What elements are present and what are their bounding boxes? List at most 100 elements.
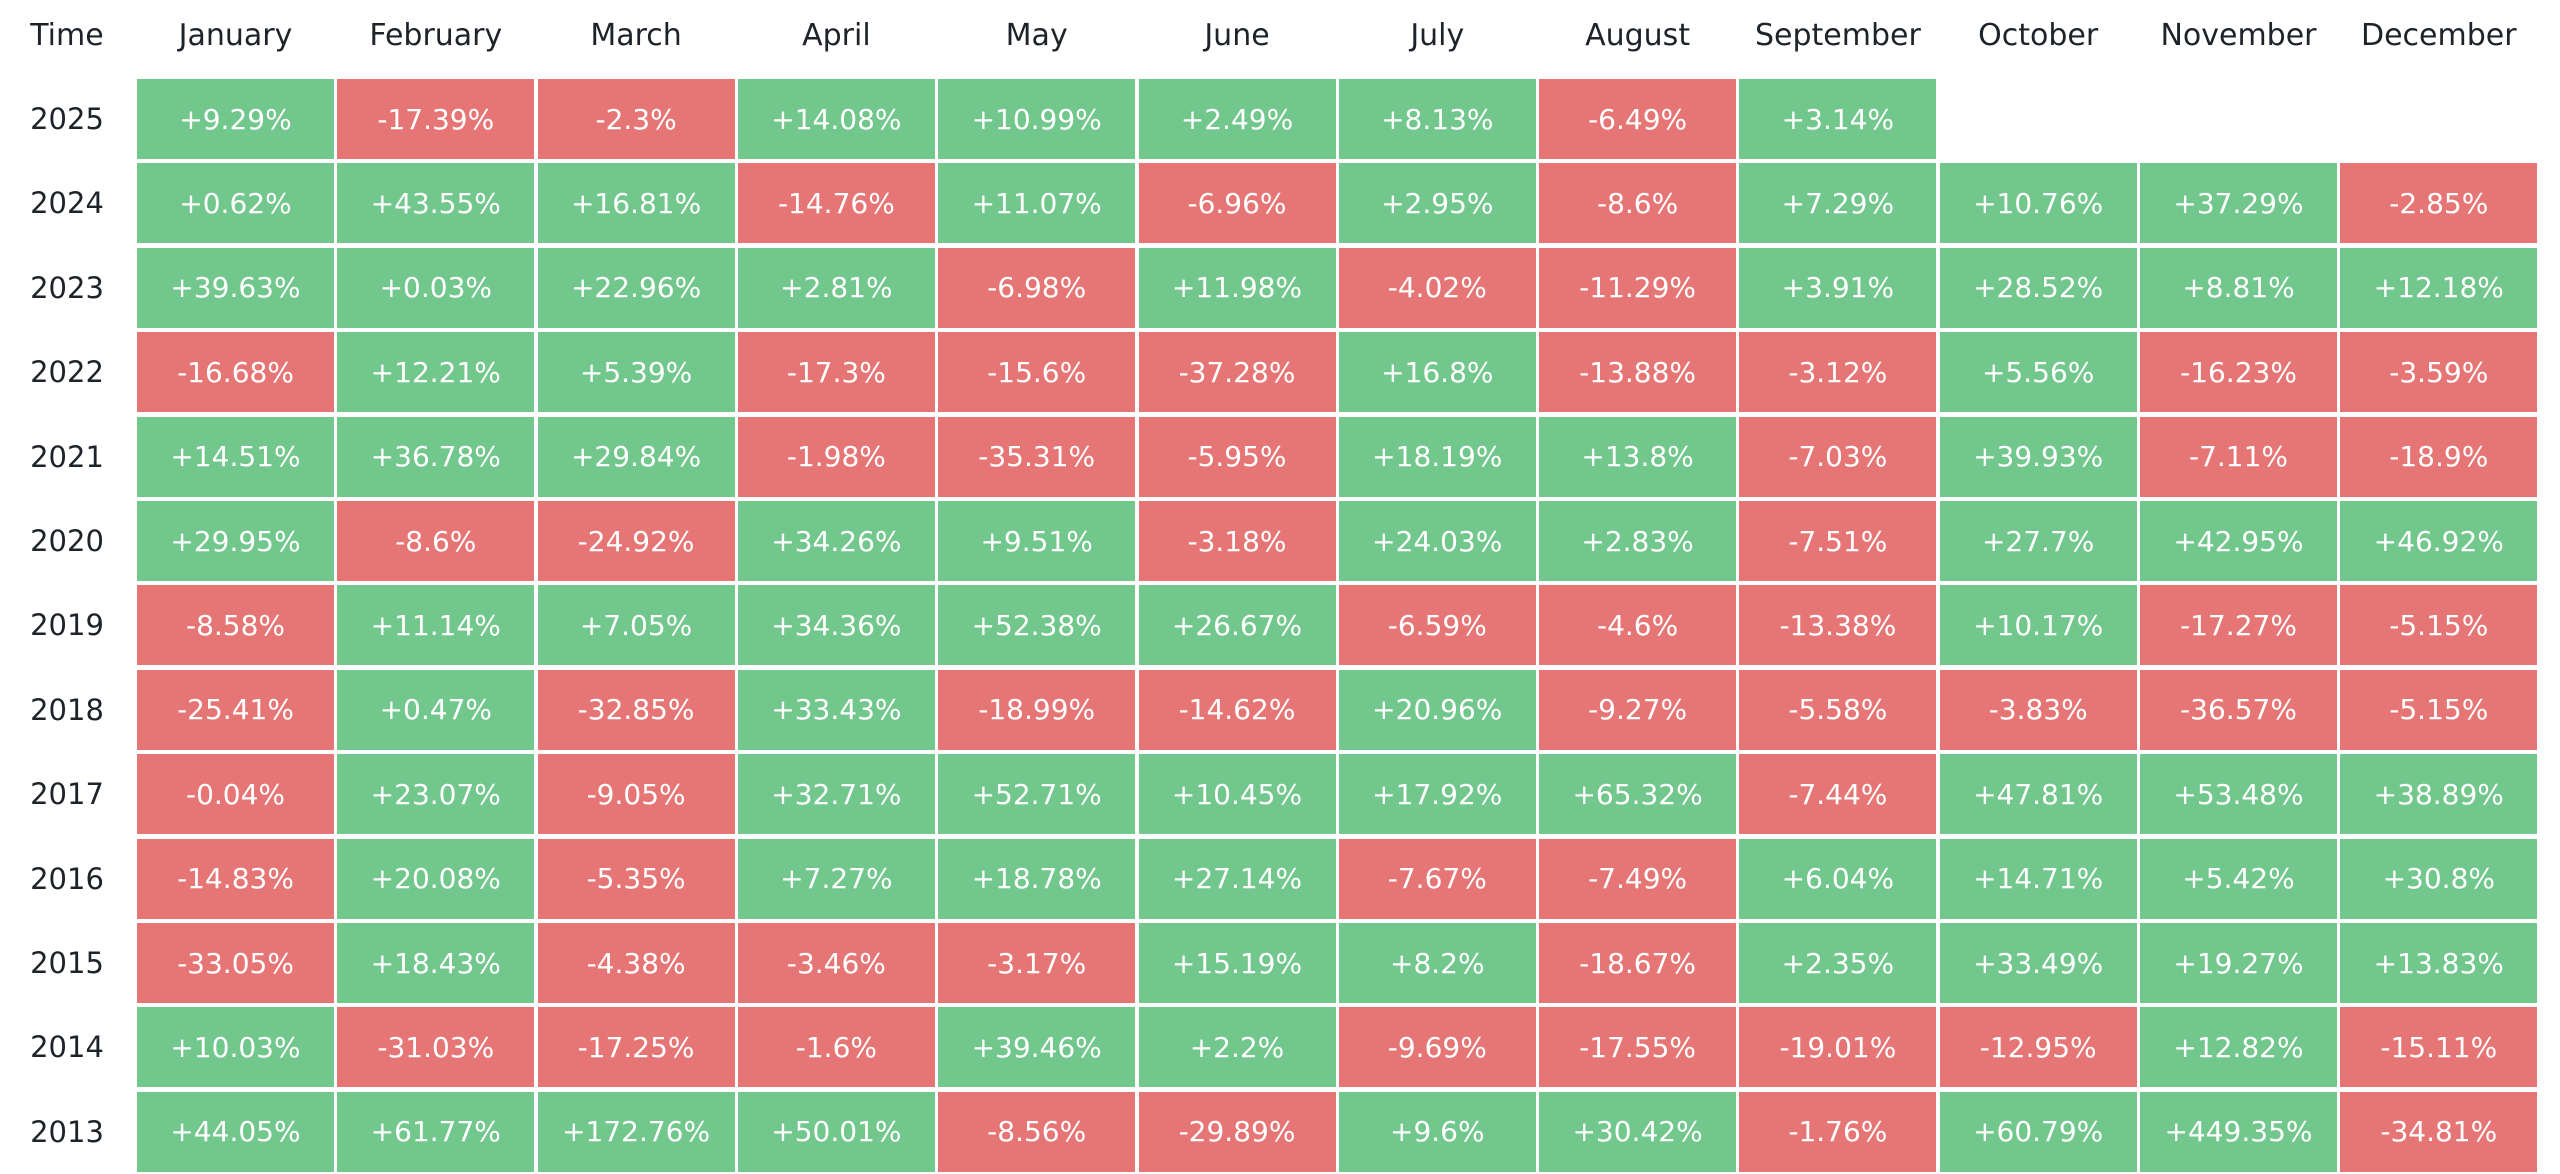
return-cell-2017-january: -0.04%	[137, 754, 334, 835]
return-cell-2014-may: +39.46%	[938, 1007, 1136, 1088]
return-cell-2021-july: +18.19%	[1338, 416, 1536, 497]
return-cell-2014-december: -15.11%	[2340, 1007, 2538, 1088]
return-cell-2019-july: -6.59%	[1338, 585, 1536, 666]
return-cell-2023-may: -6.98%	[938, 247, 1136, 328]
month-header-april: April	[802, 17, 871, 53]
return-cell-2020-january: +29.95%	[137, 501, 334, 581]
return-cell-2024-september: +7.29%	[1739, 163, 1937, 244]
return-cell-2015-october: +33.49%	[1939, 923, 2137, 1003]
return-cell-2019-march: +7.05%	[537, 585, 735, 666]
return-cell-2018-february: +0.47%	[337, 669, 535, 750]
return-cell-2019-june: +26.67%	[1138, 585, 1336, 666]
month-header-november: November	[2160, 17, 2317, 53]
return-cell-2021-february: +36.78%	[337, 416, 535, 497]
return-cell-2023-june: +11.98%	[1138, 247, 1336, 328]
return-cell-2013-january: +44.05%	[137, 1091, 334, 1172]
year-label-2023: 2023	[30, 270, 104, 305]
return-cell-2023-july: -4.02%	[1338, 247, 1536, 328]
year-label-2024: 2024	[30, 186, 104, 221]
return-cell-2016-october: +14.71%	[1939, 838, 2137, 919]
return-cell-2022-december: -3.59%	[2340, 332, 2538, 413]
return-cell-2024-november: +37.29%	[2140, 163, 2337, 244]
return-cell-2017-september: -7.44%	[1739, 754, 1937, 835]
return-cell-2021-december: -18.9%	[2340, 416, 2538, 497]
return-cell-2024-march: +16.81%	[537, 163, 735, 244]
return-cell-2023-august: -11.29%	[1539, 247, 1737, 328]
return-cell-2021-october: +39.93%	[1939, 416, 2137, 497]
year-label-2018: 2018	[30, 692, 104, 727]
return-cell-2025-august: -6.49%	[1539, 79, 1737, 159]
return-cell-2013-november: +449.35%	[2140, 1091, 2337, 1172]
return-cell-2025-march: -2.3%	[537, 79, 735, 159]
return-cell-2024-may: +11.07%	[938, 163, 1136, 244]
return-cell-2020-november: +42.95%	[2140, 501, 2337, 581]
return-cell-2014-september: -19.01%	[1739, 1007, 1937, 1088]
return-cell-2016-january: -14.83%	[137, 838, 334, 919]
return-cell-2025-september: +3.14%	[1739, 79, 1937, 159]
return-cell-2022-october: +5.56%	[1939, 332, 2137, 413]
return-cell-2022-september: -3.12%	[1739, 332, 1937, 413]
return-cell-2022-july: +16.8%	[1338, 332, 1536, 413]
year-label-2013: 2013	[30, 1114, 104, 1149]
return-cell-2025-june: +2.49%	[1138, 79, 1336, 159]
return-cell-2014-february: -31.03%	[337, 1007, 535, 1088]
return-cell-2019-january: -8.58%	[137, 585, 334, 666]
return-cell-2016-september: +6.04%	[1739, 838, 1937, 919]
return-cell-2023-october: +28.52%	[1939, 247, 2137, 328]
return-cell-2025-january: +9.29%	[137, 79, 334, 159]
return-cell-2022-march: +5.39%	[537, 332, 735, 413]
return-cell-2023-january: +39.63%	[137, 247, 334, 328]
return-cell-2017-march: -9.05%	[537, 754, 735, 835]
return-cell-2013-february: +61.77%	[337, 1091, 535, 1172]
return-cell-2024-june: -6.96%	[1138, 163, 1336, 244]
return-cell-2013-march: +172.76%	[537, 1091, 735, 1172]
return-cell-2014-june: +2.2%	[1138, 1007, 1336, 1088]
return-cell-2019-may: +52.38%	[938, 585, 1136, 666]
year-label-2021: 2021	[30, 439, 104, 474]
return-cell-2019-september: -13.38%	[1739, 585, 1937, 666]
return-cell-2020-september: -7.51%	[1739, 501, 1937, 581]
return-cell-2023-march: +22.96%	[537, 247, 735, 328]
return-cell-2020-may: +9.51%	[938, 501, 1136, 581]
return-cell-2017-october: +47.81%	[1939, 754, 2137, 835]
return-cell-2020-june: -3.18%	[1138, 501, 1336, 581]
return-cell-2016-february: +20.08%	[337, 838, 535, 919]
return-cell-2020-february: -8.6%	[337, 501, 535, 581]
return-cell-2023-november: +8.81%	[2140, 247, 2337, 328]
return-cell-2013-september: -1.76%	[1739, 1091, 1937, 1172]
return-cell-2024-december: -2.85%	[2340, 163, 2538, 244]
time-column-header: Time	[30, 17, 104, 53]
month-header-october: October	[1978, 17, 2099, 53]
return-cell-2025-february: -17.39%	[337, 79, 535, 159]
return-cell-2014-july: -9.69%	[1338, 1007, 1536, 1088]
return-cell-2020-december: +46.92%	[2340, 501, 2538, 581]
return-cell-2024-february: +43.55%	[337, 163, 535, 244]
return-cell-2017-july: +17.92%	[1338, 754, 1536, 835]
return-cell-2023-december: +12.18%	[2340, 247, 2538, 328]
return-cell-2017-april: +32.71%	[737, 754, 935, 835]
return-cell-2018-november: -36.57%	[2140, 669, 2337, 750]
return-cell-2023-february: +0.03%	[337, 247, 535, 328]
month-header-june: June	[1204, 17, 1270, 53]
return-cell-2016-july: -7.67%	[1338, 838, 1536, 919]
return-cell-2022-january: -16.68%	[137, 332, 334, 413]
return-cell-2015-may: -3.17%	[938, 923, 1136, 1003]
month-header-july: July	[1410, 17, 1465, 53]
return-cell-2024-october: +10.76%	[1939, 163, 2137, 244]
return-cell-2016-november: +5.42%	[2140, 838, 2337, 919]
month-header-december: December	[2361, 17, 2517, 53]
return-cell-2021-august: +13.8%	[1539, 416, 1737, 497]
year-label-2016: 2016	[30, 861, 104, 896]
return-cell-2016-march: -5.35%	[537, 838, 735, 919]
return-cell-2020-april: +34.26%	[737, 501, 935, 581]
year-label-2015: 2015	[30, 946, 104, 980]
return-cell-2020-march: -24.92%	[537, 501, 735, 581]
return-cell-2020-august: +2.83%	[1539, 501, 1737, 581]
year-label-2014: 2014	[30, 1030, 104, 1065]
return-cell-2014-march: -17.25%	[537, 1007, 735, 1088]
return-cell-2014-october: -12.95%	[1939, 1007, 2137, 1088]
return-cell-2017-november: +53.48%	[2140, 754, 2337, 835]
return-cell-2018-august: -9.27%	[1539, 669, 1737, 750]
return-cell-2018-april: +33.43%	[737, 669, 935, 750]
return-cell-2017-august: +65.32%	[1539, 754, 1737, 835]
